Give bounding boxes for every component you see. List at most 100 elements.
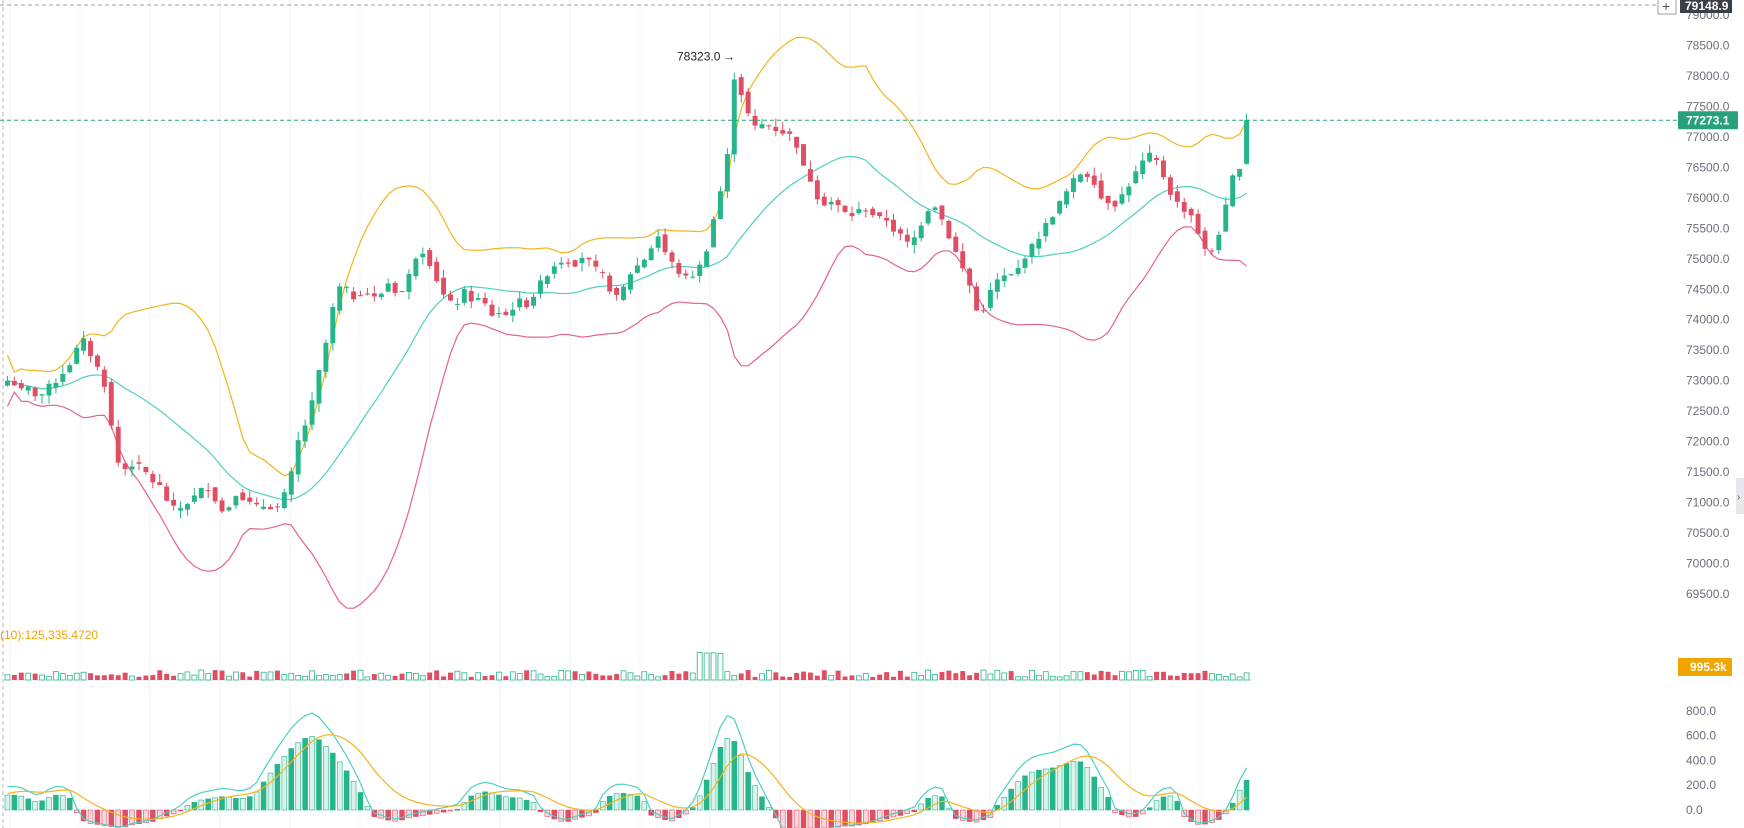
macd-tick-label: 200.0 [1686,778,1716,792]
volume-bar [801,671,806,680]
volume-bar [309,670,315,681]
candle-body [1084,173,1090,177]
candle-body [261,506,267,509]
candle-body [316,370,322,404]
macd-bar [240,798,246,811]
macd-bar [703,779,710,811]
candle-body [1174,191,1180,202]
candle-body [579,257,585,264]
macd-bar [233,797,239,811]
volume-bar [856,675,862,681]
macd-bar [959,809,966,821]
macd-bar [1063,763,1070,811]
volume-bar [475,672,482,681]
volume-bar [351,670,357,680]
candle-body [198,487,204,499]
macd-bar [662,809,668,821]
volume-bar [835,670,841,680]
price-tick-label: 70000.0 [1686,557,1730,571]
volume-bar [392,675,398,680]
candle-body [628,274,633,290]
macd-bar [25,798,31,811]
volume-bar [80,671,87,681]
volume-bar [828,674,835,681]
volume-bar [157,670,163,680]
volume-bar [939,671,945,680]
candle-body [1077,174,1083,182]
candle-body [856,209,862,214]
candle-body [842,205,848,212]
macd-bar [4,794,11,811]
volume-bar [150,675,156,680]
macd-bar [399,809,405,821]
volume-bar [1091,674,1097,680]
macd-tick-label: 600.0 [1686,729,1716,743]
macd-bar [641,801,648,811]
candle-body [60,373,66,382]
volume-bar [994,669,1001,681]
macd-bar [60,795,66,811]
macd-bar [1195,809,1201,825]
candle-body [870,208,876,216]
volume-bar [1042,671,1049,681]
candle-body [544,276,550,285]
volume-bar [870,676,876,680]
macd-bar [150,809,156,822]
volume-bar [219,670,225,680]
volume-bar [226,675,232,681]
volume-bar [434,670,440,680]
macd-bar [565,809,571,822]
macd-bar [122,809,128,828]
crosshair-plus-button[interactable]: + [1657,0,1677,15]
candle-body [344,286,350,288]
volume-bar [787,676,793,680]
macd-bar [828,809,834,828]
candle-body [510,309,516,316]
candle-body [178,508,183,511]
volume-bar [46,676,52,681]
price-tick-label: 74000.0 [1686,313,1730,327]
candle-body [281,492,287,509]
candle-body [1147,152,1153,162]
volume-bar [1243,672,1250,681]
macd-bar [350,781,357,811]
macd-bar [779,809,786,828]
side-panel-toggle[interactable]: › [1736,478,1744,514]
macd-bar [447,809,454,812]
macd-bar [1188,809,1194,822]
macd-bar [288,748,295,811]
macd-bar [620,793,627,811]
candle-body [1022,258,1028,268]
macd-bar [101,809,108,826]
candle-body [683,273,689,276]
macd-bar [46,797,52,811]
macd-bar [786,809,793,828]
macd-bar [863,809,869,825]
candle-body [441,277,447,295]
candle-body [787,131,793,134]
candle-body [164,486,170,501]
volume-bar [184,671,191,681]
macd-bar [11,794,18,811]
macd-bar [966,809,973,822]
volume-bar [794,672,800,680]
volume-bar [724,671,731,681]
volume-bar [94,675,100,680]
volume-bar [593,673,599,680]
candle-body [406,274,412,292]
macd-bar [925,798,931,811]
candle-body [558,262,564,265]
candle-body [184,504,190,510]
candle-body [53,382,59,388]
volume-current-tag: 995.3k [1678,658,1732,676]
volume-bar [745,670,751,680]
candle-body [94,355,100,367]
candle-body [254,502,260,505]
volume-bar [73,672,80,681]
candle-body [953,236,959,252]
candle-body [974,286,980,311]
volume-bar [267,671,274,681]
macd-bar [627,794,634,811]
candle-body [1133,171,1139,184]
